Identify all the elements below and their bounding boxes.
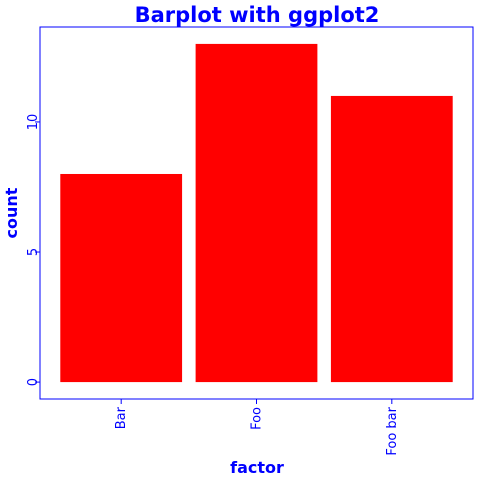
y-axis-label: count (2, 187, 21, 238)
x-tick-label: Foo (250, 407, 265, 430)
bars-group (60, 43, 453, 383)
x-tick-label: Foo bar (385, 406, 400, 455)
x-axis: Bar Foo Foo bar (114, 399, 400, 456)
x-tick-label: Bar (114, 406, 129, 429)
bar-bar (60, 173, 183, 383)
bar-foo (195, 43, 318, 383)
y-tick-label: 0 (26, 378, 41, 386)
y-tick-label: 5 (26, 248, 41, 256)
x-axis-label: factor (230, 458, 284, 477)
y-axis: 0 5 10 (26, 114, 41, 387)
bar-foo-bar (330, 95, 453, 383)
chart-title: Barplot with ggplot2 (135, 3, 380, 27)
y-tick-label: 10 (26, 114, 41, 131)
